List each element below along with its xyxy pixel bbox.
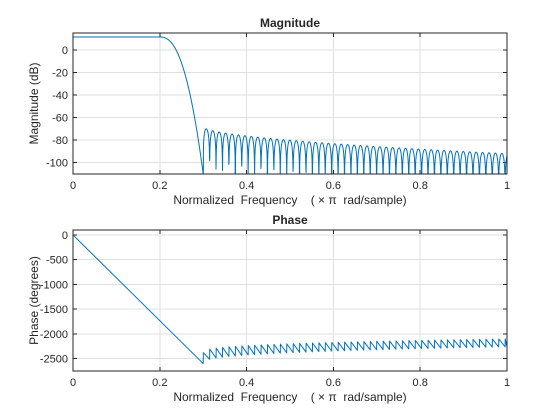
phase-title: Phase: [272, 213, 308, 227]
magnitude-x-axis-label: Normalized Frequency ( × π rad/sample): [173, 193, 406, 207]
magnitude-x-tick-label-2: 0.4: [239, 180, 254, 192]
phase-response-line: [73, 234, 507, 365]
phase-x-tick-label-4: 0.8: [413, 377, 428, 389]
magnitude-y-tick-label-3: -60: [52, 113, 68, 125]
phase-y-tick-label-4: -2000: [40, 329, 68, 341]
phase-y-tick-label-0: 0: [62, 230, 68, 242]
phase-x-tick-label-1: 0.2: [152, 377, 167, 389]
magnitude-axes-box: [72, 32, 508, 175]
phase-y-tick-label-3: -1500: [40, 304, 68, 316]
phase-y-axis-label: Phase (degrees): [27, 256, 41, 345]
magnitude-x-tick-label-0: 0: [70, 180, 76, 192]
magnitude-y-axis-label: Magnitude (dB): [27, 62, 41, 144]
phase-grid: [72, 230, 508, 371]
magnitude-grid: [72, 33, 508, 174]
magnitude-y-tick-label-4: -80: [52, 135, 68, 147]
magnitude-x-tick-label-1: 0.2: [152, 180, 167, 192]
magnitude-x-tick-label-4: 0.8: [413, 180, 428, 192]
phase-y-tick-label-1: -500: [46, 255, 68, 267]
phase-y-tick-label-2: -1000: [40, 279, 68, 291]
magnitude-y-tick-label-0: 0: [62, 45, 68, 57]
magnitude-y-tick-label-5: -100: [46, 158, 68, 170]
magnitude-plot: 0 0.2 0.4 0.6 0.8 1 0 -20 -40 -60 -80 -100 Magnitud…: [27, 16, 510, 207]
phase-x-tick-label-3: 0.6: [326, 377, 341, 389]
phase-x-tick-label-5: 1: [504, 377, 510, 389]
phase-axes-box: [72, 229, 508, 372]
magnitude-x-tick-label-5: 1: [504, 180, 510, 192]
magnitude-y-tick-label-1: -20: [52, 67, 68, 79]
phase-x-axis-label: Normalized Frequency ( × π rad/sample): [173, 390, 406, 404]
magnitude-response-line: [73, 36, 507, 174]
phase-plot: 0 0.2 0.4 0.6 0.8 10-500-1000-1500-2000-2500 …: [27, 213, 510, 404]
magnitude-title: Magnitude: [260, 16, 320, 30]
phase-ticks: 0 0.2 0.4 0.6 0.8 1 0 -500 -1000 -1500 -2000 -2500: [40, 230, 510, 389]
phase-y-tick-label-5: -2500: [40, 354, 68, 366]
phase-x-tick-label-0: 0: [70, 377, 76, 389]
phase-x-tick-label-2: 0.4: [239, 377, 254, 389]
magnitude-y-tick-label-2: -40: [52, 90, 68, 102]
magnitude-x-tick-label-3: 0.6: [326, 180, 341, 192]
